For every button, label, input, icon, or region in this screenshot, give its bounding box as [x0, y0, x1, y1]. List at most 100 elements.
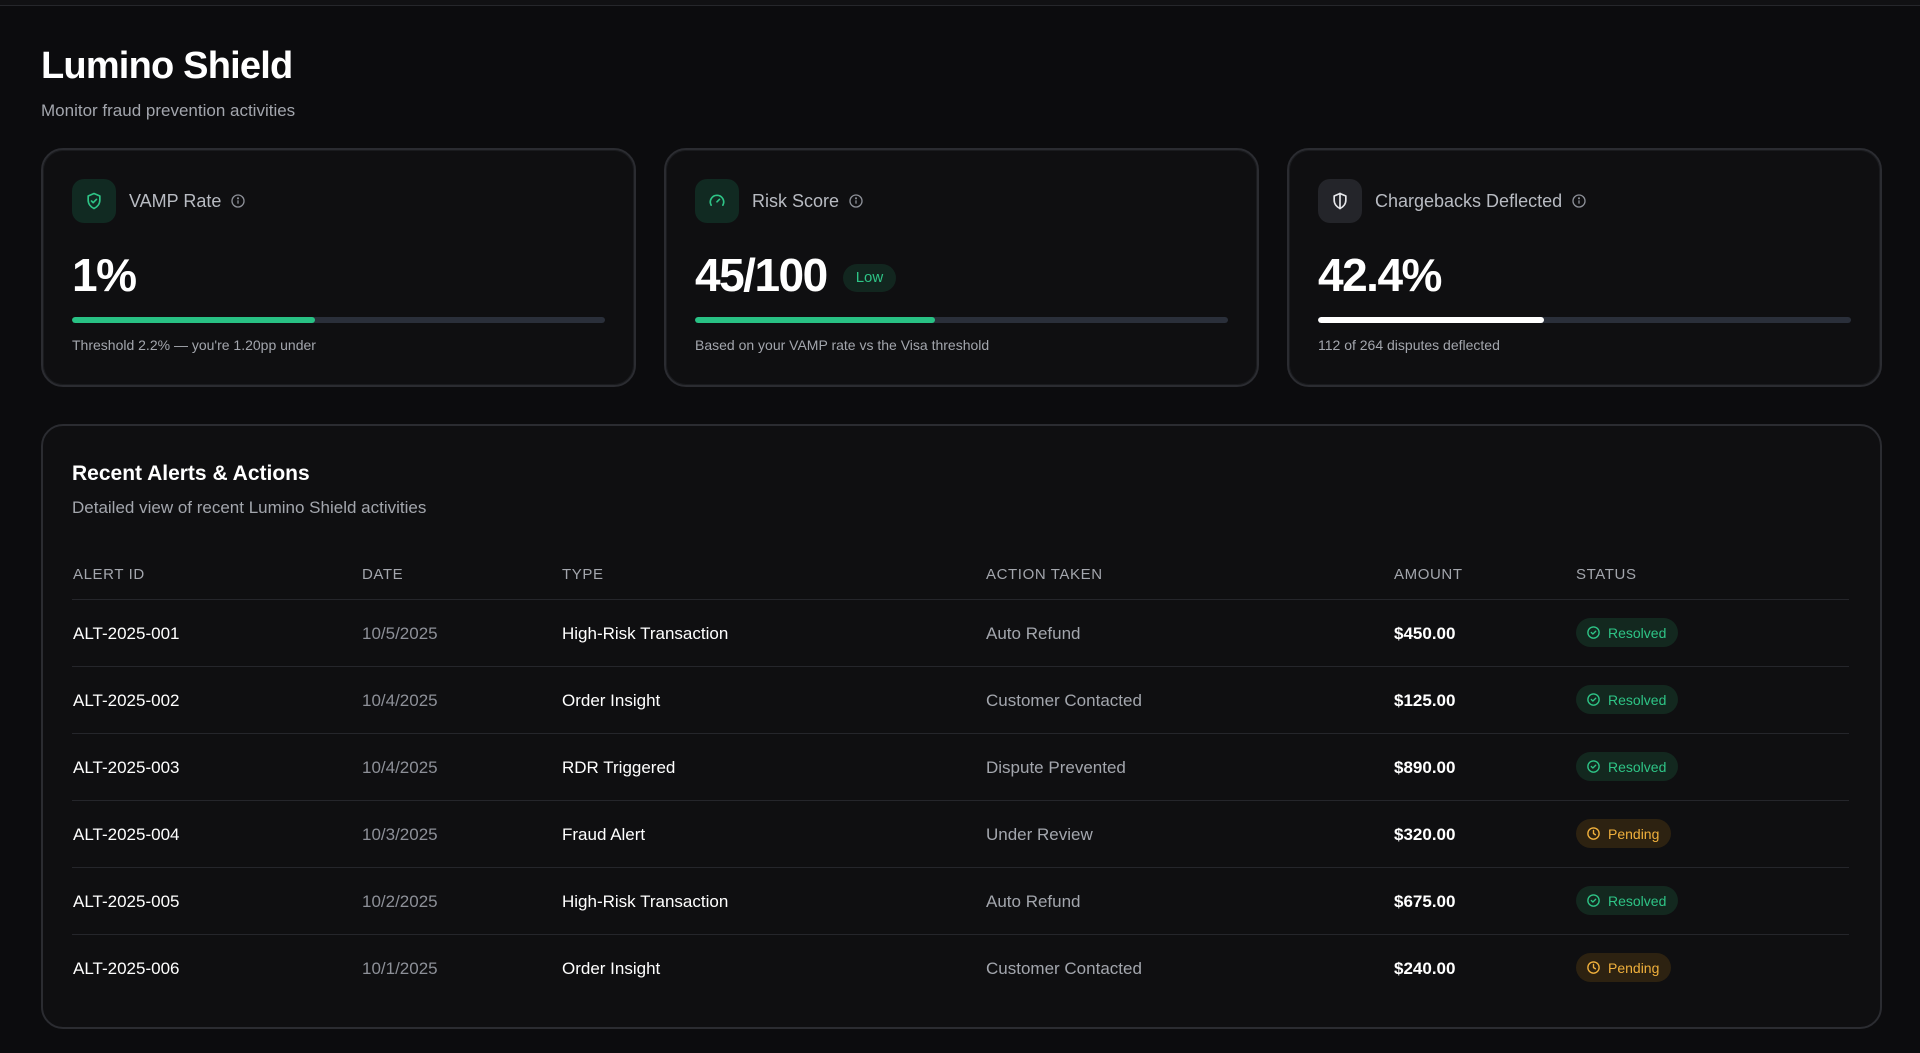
top-border: [0, 0, 1920, 6]
alert-amount: $890.00: [1394, 758, 1456, 777]
page-title: Lumino Shield: [41, 45, 293, 87]
status-label: Resolved: [1608, 758, 1667, 775]
alert-date: 10/4/2025: [362, 758, 438, 777]
info-icon[interactable]: [1571, 193, 1587, 209]
table-body: ALT-2025-001 10/5/2025 High-Risk Transac…: [72, 600, 1849, 1002]
status-cell: Resolved: [1576, 886, 1679, 915]
status-label: Resolved: [1608, 624, 1667, 641]
chargebacks-value: 42.4%: [1318, 249, 1442, 301]
column-header-amount: AMOUNT: [1394, 566, 1463, 583]
status-badge: Resolved: [1576, 618, 1679, 647]
column-header-status: STATUS: [1576, 566, 1637, 583]
alert-amount: $450.00: [1394, 624, 1456, 643]
check-circle-icon: [1587, 760, 1600, 773]
alert-id: ALT-2025-003: [73, 758, 180, 777]
shield-half-icon: [1318, 179, 1362, 223]
card-value: 45/100 Low: [695, 248, 897, 302]
alert-amount: $125.00: [1394, 691, 1456, 710]
alert-type: High-Risk Transaction: [562, 892, 729, 911]
progress-bar: [72, 317, 605, 323]
chargebacks-card: Chargebacks Deflected 42.4% 112 of 264 d…: [1287, 148, 1882, 387]
progress-fill: [695, 317, 935, 323]
alert-id: ALT-2025-004: [73, 825, 180, 844]
recent-alerts-panel: Recent Alerts & Actions Detailed view of…: [41, 424, 1882, 1029]
card-header: Risk Score: [695, 179, 864, 223]
clock-icon: [1587, 827, 1600, 840]
column-header-alert-id: ALERT ID: [73, 566, 145, 583]
check-circle-icon: [1587, 626, 1600, 639]
table-row[interactable]: ALT-2025-003 10/4/2025 RDR Triggered Dis…: [72, 734, 1849, 801]
status-badge: Resolved: [1576, 886, 1679, 915]
action-taken: Auto Refund: [986, 624, 1081, 643]
table-header: ALERT ID DATE TYPE ACTION TAKEN AMOUNT S…: [72, 552, 1849, 600]
action-taken: Dispute Prevented: [986, 758, 1126, 777]
check-circle-icon: [1587, 894, 1600, 907]
status-label: Pending: [1608, 825, 1660, 842]
status-badge: Resolved: [1576, 752, 1679, 781]
status-label: Resolved: [1608, 691, 1667, 708]
alert-amount: $320.00: [1394, 825, 1456, 844]
alert-type: Fraud Alert: [562, 825, 646, 844]
card-label: VAMP Rate: [129, 190, 222, 211]
status-cell: Pending: [1576, 953, 1672, 982]
card-label: Chargebacks Deflected: [1375, 190, 1563, 211]
card-label: Risk Score: [752, 190, 840, 211]
risk-level-badge: Low: [842, 264, 897, 292]
shield-check-icon: [72, 179, 116, 223]
page-subtitle: Monitor fraud prevention activities: [41, 101, 296, 120]
action-taken: Auto Refund: [986, 892, 1081, 911]
status-cell: Resolved: [1576, 685, 1679, 714]
risk-score-value: 45/100: [695, 249, 828, 301]
action-taken: Customer Contacted: [986, 959, 1142, 978]
vamp-rate-card: VAMP Rate 1% Threshold 2.2% — you're 1.2…: [41, 148, 636, 387]
alerts-title: Recent Alerts & Actions: [72, 462, 310, 485]
info-icon[interactable]: [848, 193, 864, 209]
column-header-type: TYPE: [562, 566, 604, 583]
vamp-rate-value: 1%: [72, 249, 137, 301]
gauge-icon: [695, 179, 739, 223]
alert-type: RDR Triggered: [562, 758, 676, 777]
alert-type: Order Insight: [562, 691, 661, 710]
status-badge: Pending: [1576, 953, 1672, 982]
status-cell: Resolved: [1576, 618, 1679, 647]
status-cell: Pending: [1576, 819, 1672, 848]
table-row[interactable]: ALT-2025-001 10/5/2025 High-Risk Transac…: [72, 600, 1849, 667]
info-icon[interactable]: [230, 193, 246, 209]
status-label: Pending: [1608, 959, 1660, 976]
alert-amount: $675.00: [1394, 892, 1456, 911]
card-value: 1%: [72, 248, 137, 302]
alert-date: 10/5/2025: [362, 624, 438, 643]
alerts-table: ALERT ID DATE TYPE ACTION TAKEN AMOUNT S…: [72, 552, 1849, 1002]
card-header: Chargebacks Deflected: [1318, 179, 1587, 223]
table-row[interactable]: ALT-2025-006 10/1/2025 Order Insight Cus…: [72, 935, 1849, 1002]
metric-cards: VAMP Rate 1% Threshold 2.2% — you're 1.2…: [41, 148, 1882, 387]
alert-id: ALT-2025-002: [73, 691, 180, 710]
progress-fill: [1318, 317, 1544, 323]
check-circle-icon: [1587, 693, 1600, 706]
alert-date: 10/3/2025: [362, 825, 438, 844]
column-header-action: ACTION TAKEN: [986, 566, 1103, 583]
action-taken: Under Review: [986, 825, 1093, 844]
risk-score-card: Risk Score 45/100 Low Based on your VAMP…: [664, 148, 1259, 387]
alert-id: ALT-2025-006: [73, 959, 180, 978]
card-caption: Based on your VAMP rate vs the Visa thre…: [695, 337, 990, 353]
status-cell: Resolved: [1576, 752, 1679, 781]
alerts-subtitle: Detailed view of recent Lumino Shield ac…: [72, 498, 427, 517]
status-label: Resolved: [1608, 892, 1667, 909]
status-badge: Resolved: [1576, 685, 1679, 714]
table-row[interactable]: ALT-2025-002 10/4/2025 Order Insight Cus…: [72, 667, 1849, 734]
status-badge: Pending: [1576, 819, 1672, 848]
alert-date: 10/2/2025: [362, 892, 438, 911]
alert-id: ALT-2025-001: [73, 624, 180, 643]
alert-amount: $240.00: [1394, 959, 1456, 978]
card-value: 42.4%: [1318, 248, 1442, 302]
table-row[interactable]: ALT-2025-004 10/3/2025 Fraud Alert Under…: [72, 801, 1849, 868]
alert-type: Order Insight: [562, 959, 661, 978]
card-caption: 112 of 264 disputes deflected: [1318, 337, 1500, 353]
action-taken: Customer Contacted: [986, 691, 1142, 710]
alert-date: 10/4/2025: [362, 691, 438, 710]
dashboard-page: Lumino Shield Monitor fraud prevention a…: [41, 44, 1882, 1029]
alert-date: 10/1/2025: [362, 959, 438, 978]
progress-fill: [72, 317, 315, 323]
table-row[interactable]: ALT-2025-005 10/2/2025 High-Risk Transac…: [72, 868, 1849, 935]
